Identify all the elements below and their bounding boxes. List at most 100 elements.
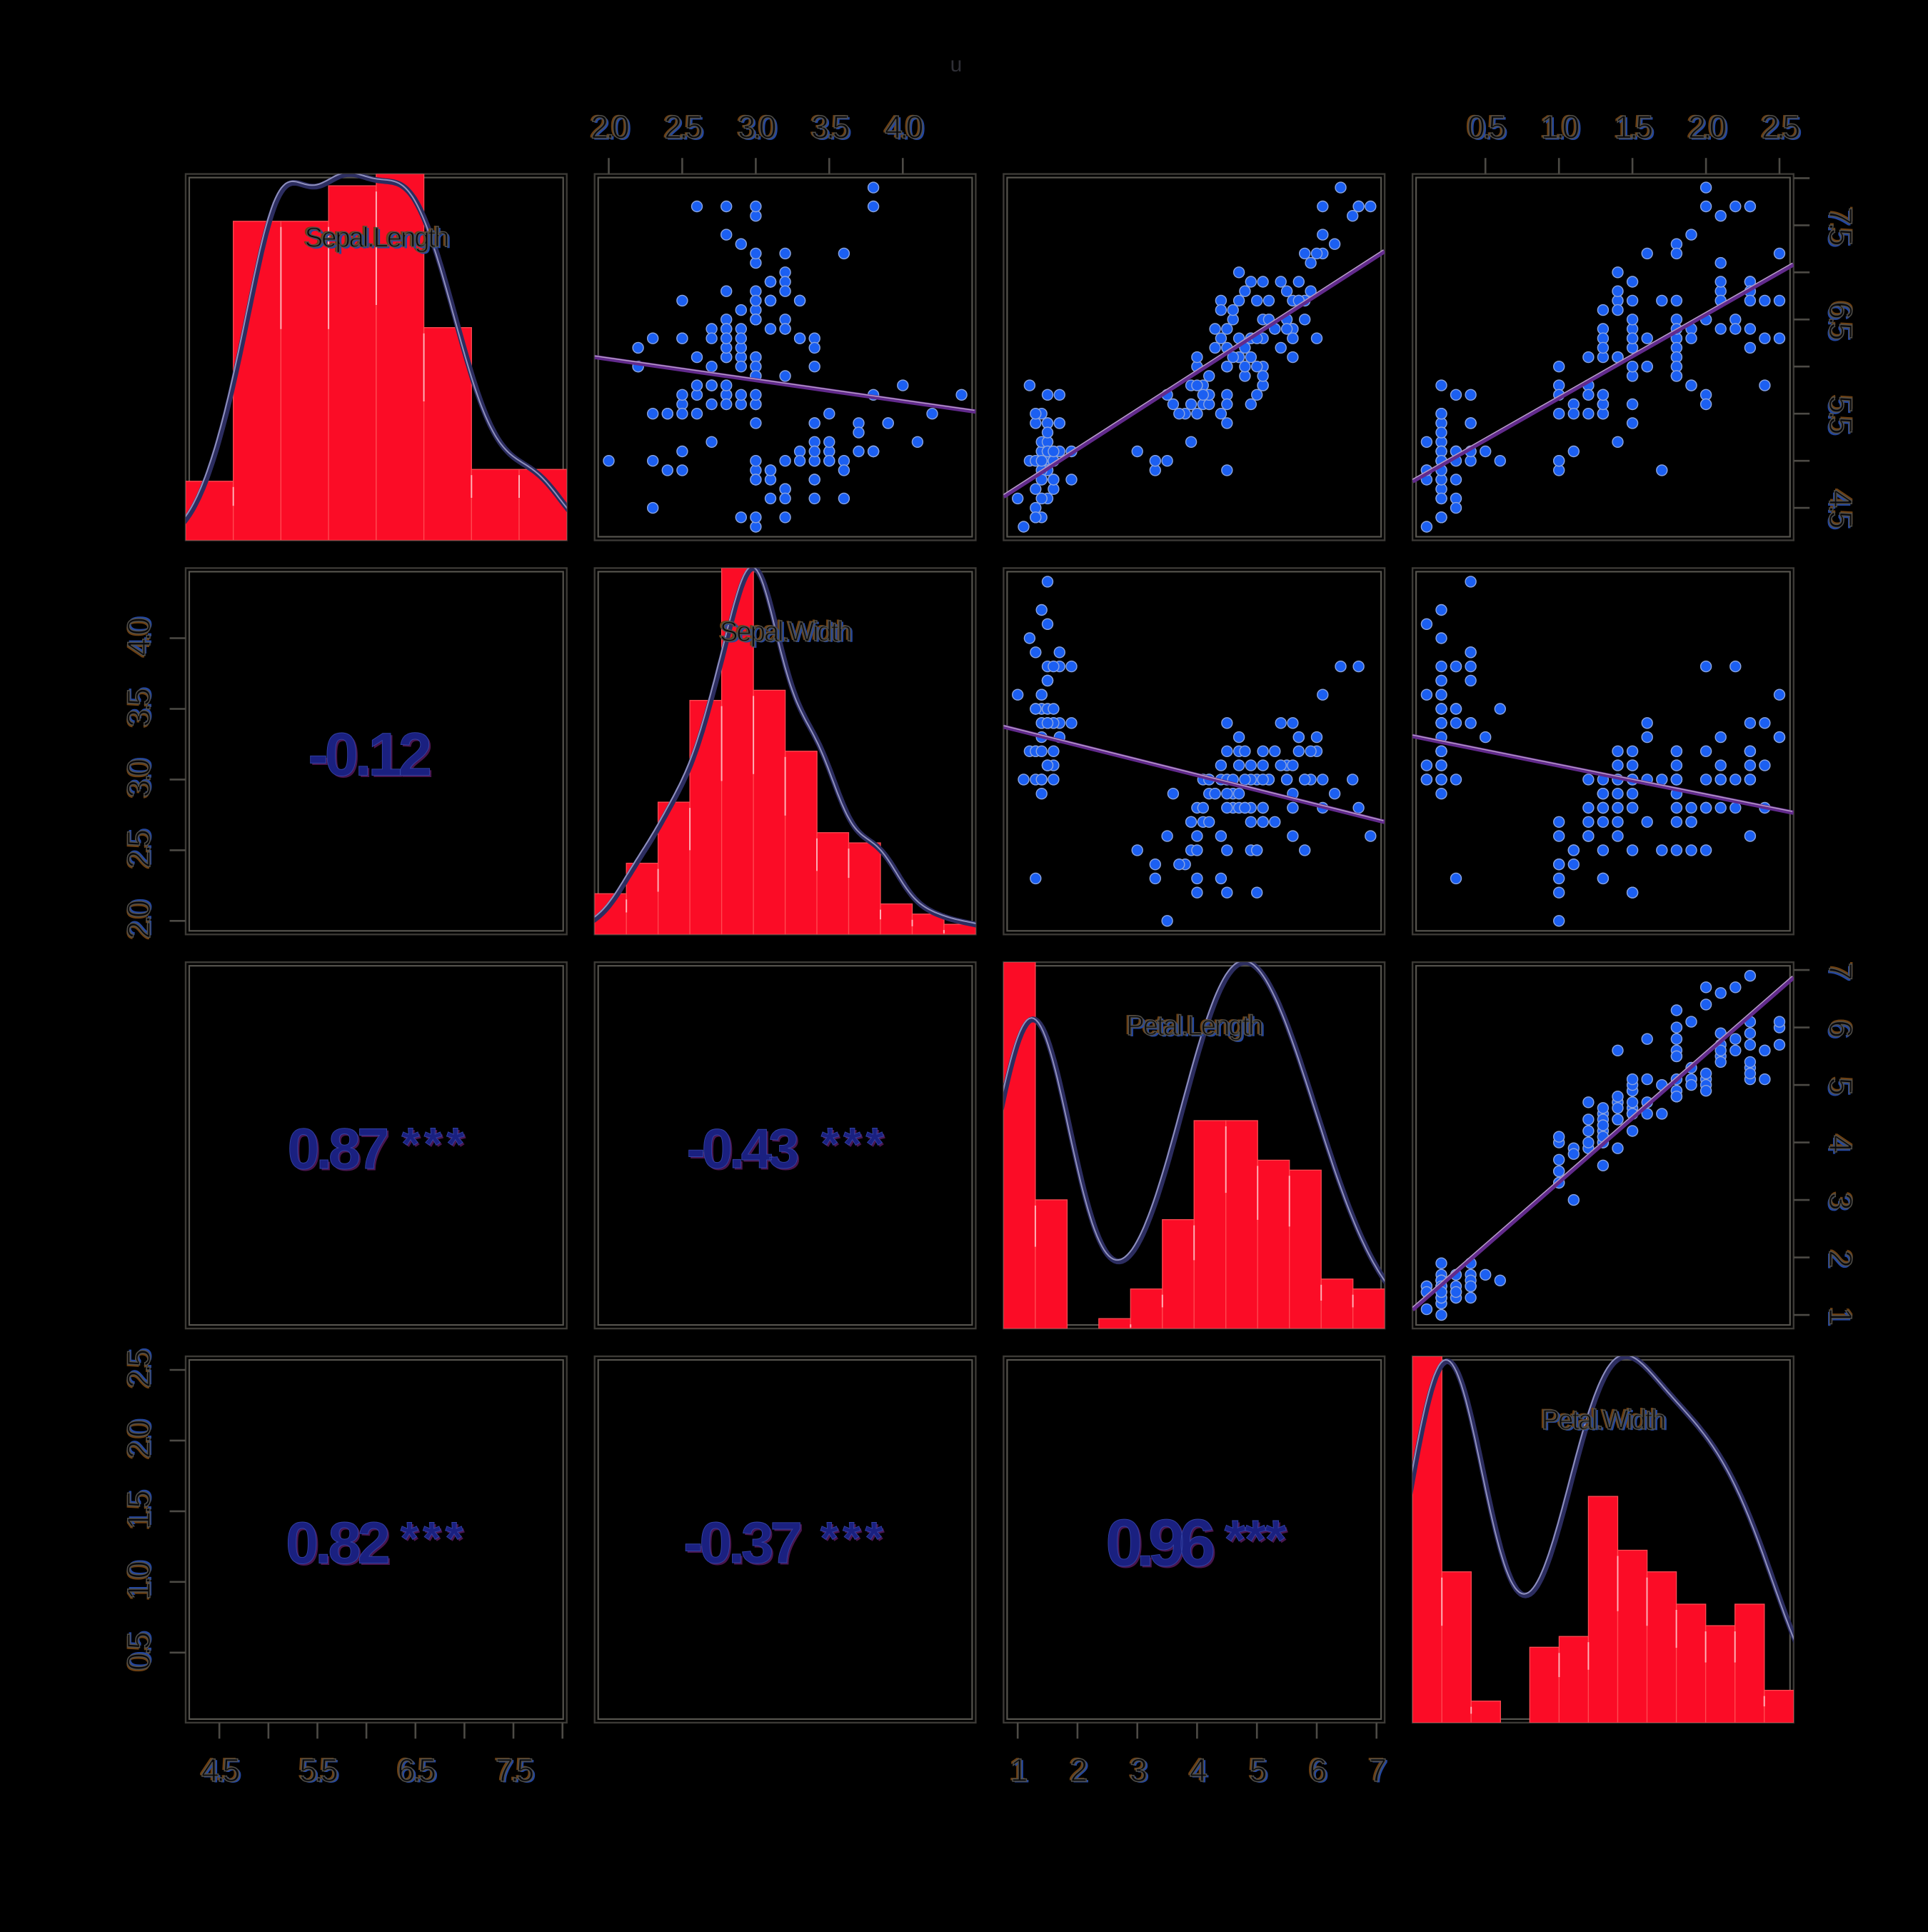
svg-text:2.0: 2.0 xyxy=(593,110,631,146)
svg-text:-0.37: -0.37 xyxy=(686,1513,802,1578)
svg-text:2.0: 2.0 xyxy=(1686,108,1724,144)
svg-text:2.5: 2.5 xyxy=(664,109,703,146)
svg-text:-0.43: -0.43 xyxy=(687,1117,798,1180)
svg-text:0.5: 0.5 xyxy=(122,1631,159,1669)
svg-text:2.0: 2.0 xyxy=(121,901,157,939)
svg-text:Petal.Length: Petal.Length xyxy=(1124,1010,1260,1041)
svg-text:7: 7 xyxy=(1821,964,1857,981)
svg-text:2.5: 2.5 xyxy=(666,110,705,146)
svg-text:-0.12: -0.12 xyxy=(310,723,431,791)
svg-text:7.5: 7.5 xyxy=(496,1752,534,1788)
svg-text:1.0: 1.0 xyxy=(1541,109,1580,146)
svg-text:5.5: 5.5 xyxy=(297,1751,336,1788)
svg-text:2.0: 2.0 xyxy=(1690,110,1729,146)
svg-text:2.0: 2.0 xyxy=(591,109,629,146)
svg-text:3.5: 3.5 xyxy=(813,110,852,146)
svg-text:1.0: 1.0 xyxy=(122,1560,159,1598)
svg-text:7: 7 xyxy=(1823,961,1859,977)
svg-text:-0.43: -0.43 xyxy=(688,1119,799,1182)
svg-text:3.5: 3.5 xyxy=(811,109,850,146)
svg-text:4.0: 4.0 xyxy=(887,110,925,146)
svg-text:1.0: 1.0 xyxy=(121,1562,157,1601)
svg-text:6.5: 6.5 xyxy=(1822,301,1859,340)
svg-text:0.87: 0.87 xyxy=(287,1117,387,1181)
svg-text:1.5: 1.5 xyxy=(121,1491,157,1530)
svg-text:5: 5 xyxy=(1250,1752,1267,1788)
svg-text:2.0: 2.0 xyxy=(122,1418,159,1457)
svg-text:1: 1 xyxy=(1822,1308,1859,1324)
svg-text:3: 3 xyxy=(1823,1191,1859,1208)
svg-text:Sepal.Length: Sepal.Length xyxy=(305,223,448,254)
svg-text:7: 7 xyxy=(1822,963,1859,979)
svg-text:5: 5 xyxy=(1822,1078,1859,1095)
svg-text:2.0: 2.0 xyxy=(120,1422,156,1461)
svg-text:4.0: 4.0 xyxy=(122,616,159,654)
svg-text:6.5: 6.5 xyxy=(398,1752,436,1788)
svg-text:2.5: 2.5 xyxy=(1762,109,1800,146)
svg-text:4.0: 4.0 xyxy=(121,618,157,656)
svg-text:3: 3 xyxy=(1821,1194,1857,1211)
svg-text:4.5: 4.5 xyxy=(1823,488,1859,526)
svg-text:1.5: 1.5 xyxy=(1617,110,1655,146)
svg-text:3.5: 3.5 xyxy=(122,686,159,725)
svg-text:1.5: 1.5 xyxy=(1615,109,1653,146)
svg-text:6: 6 xyxy=(1309,1752,1326,1788)
svg-text:2.0: 2.0 xyxy=(122,899,159,937)
svg-text:2.5: 2.5 xyxy=(662,108,701,144)
svg-text:3.0: 3.0 xyxy=(735,108,774,144)
svg-text:2.0: 2.0 xyxy=(121,1421,157,1459)
svg-text:6.5: 6.5 xyxy=(1821,304,1857,342)
svg-text:3.5: 3.5 xyxy=(809,108,848,144)
svg-text:***: *** xyxy=(403,1120,471,1171)
svg-text:-0.37: -0.37 xyxy=(683,1511,800,1576)
svg-text:2.0: 2.0 xyxy=(1688,109,1727,146)
svg-text:1.0: 1.0 xyxy=(1543,110,1582,146)
svg-text:3: 3 xyxy=(1130,1752,1147,1788)
svg-text:Petal.Width: Petal.Width xyxy=(1540,1404,1663,1435)
svg-text:4.5: 4.5 xyxy=(1821,492,1857,531)
svg-text:0.96: 0.96 xyxy=(1108,1508,1215,1582)
svg-text:0.5: 0.5 xyxy=(1465,108,1504,144)
svg-text:***: *** xyxy=(1225,1509,1287,1571)
svg-text:4: 4 xyxy=(1821,1137,1857,1154)
svg-text:***: *** xyxy=(1226,1511,1288,1573)
svg-text:***: *** xyxy=(823,1120,890,1171)
svg-text:5.5: 5.5 xyxy=(1822,396,1859,434)
svg-text:***: *** xyxy=(822,1514,889,1566)
svg-text:1.5: 1.5 xyxy=(122,1489,159,1528)
svg-text:3.5: 3.5 xyxy=(121,689,157,727)
svg-text:4.5: 4.5 xyxy=(204,1753,242,1790)
svg-text:4: 4 xyxy=(1190,1752,1207,1788)
svg-text:2.5: 2.5 xyxy=(121,1350,157,1388)
svg-text:3.0: 3.0 xyxy=(738,109,776,146)
svg-text:Sepal.Length: Sepal.Length xyxy=(303,221,446,252)
svg-text:7.5: 7.5 xyxy=(1822,207,1859,246)
svg-text:1.0: 1.0 xyxy=(120,1563,156,1602)
svg-text:***: *** xyxy=(820,1512,888,1563)
svg-text:2.5: 2.5 xyxy=(120,1352,156,1391)
svg-text:0.5: 0.5 xyxy=(1470,110,1508,146)
svg-text:5.5: 5.5 xyxy=(301,1753,340,1790)
svg-text:-0.12: -0.12 xyxy=(308,721,429,789)
svg-text:2: 2 xyxy=(1823,1248,1859,1264)
svg-text:3.0: 3.0 xyxy=(740,110,778,146)
svg-text:2.5: 2.5 xyxy=(120,832,156,871)
svg-text:0.87: 0.87 xyxy=(289,1119,389,1183)
svg-text:***: *** xyxy=(401,1118,468,1170)
svg-text:2.5: 2.5 xyxy=(122,828,159,866)
svg-text:6: 6 xyxy=(1823,1018,1859,1035)
svg-text:Petal.Length: Petal.Length xyxy=(1128,1012,1264,1043)
svg-text:5.5: 5.5 xyxy=(1823,394,1859,432)
svg-text:2: 2 xyxy=(1070,1752,1086,1788)
svg-text:3.0: 3.0 xyxy=(121,759,157,798)
svg-text:***: *** xyxy=(402,1514,469,1566)
svg-text:Petal.Width: Petal.Width xyxy=(1542,1405,1665,1436)
svg-text:1.0: 1.0 xyxy=(1539,108,1577,144)
svg-text:7.5: 7.5 xyxy=(498,1753,536,1790)
svg-text:u: u xyxy=(950,53,963,76)
svg-text:0.5: 0.5 xyxy=(121,1633,157,1671)
svg-text:4: 4 xyxy=(1822,1135,1859,1152)
svg-text:5.5: 5.5 xyxy=(299,1752,338,1788)
svg-text:5.5: 5.5 xyxy=(1821,398,1857,436)
svg-text:5: 5 xyxy=(1821,1079,1857,1096)
